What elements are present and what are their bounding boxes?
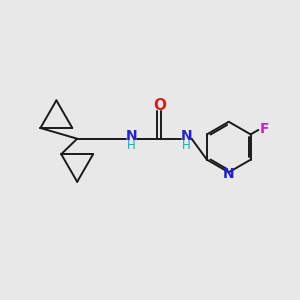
Text: N: N xyxy=(180,129,192,143)
Text: H: H xyxy=(182,139,190,152)
Text: H: H xyxy=(127,139,136,152)
Text: O: O xyxy=(153,98,166,113)
Text: F: F xyxy=(260,122,269,136)
Text: N: N xyxy=(126,129,137,143)
Text: N: N xyxy=(223,167,235,181)
